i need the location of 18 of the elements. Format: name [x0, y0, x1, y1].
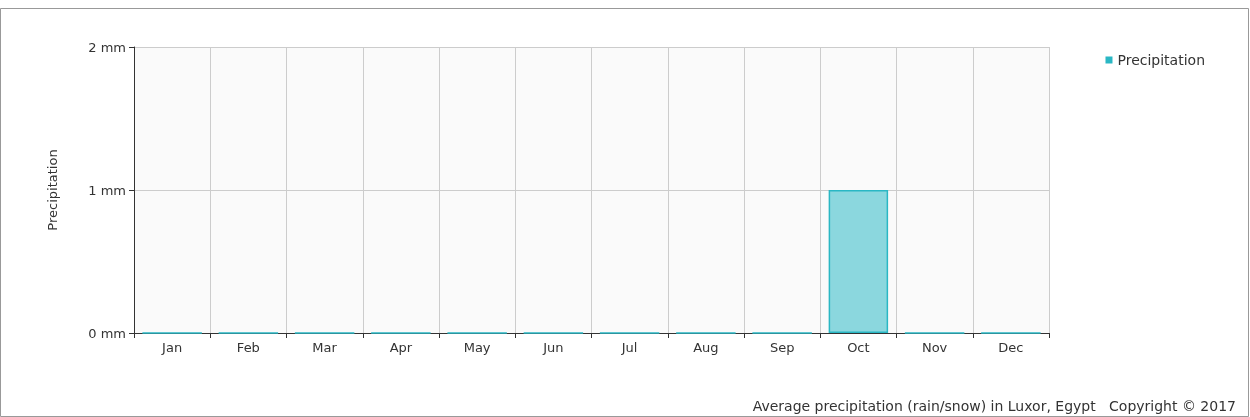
x-tick-label: Jun [542, 340, 564, 355]
x-tick-label: Nov [921, 340, 948, 355]
text: Average precipitation (rain/snow) in Luxor, Egypt Copyright © 2017 [752, 398, 1236, 414]
y-tick-label: 2 mm [88, 39, 126, 55]
x-tick-label: Aug [693, 340, 719, 355]
y-tick-label: 0 mm [88, 325, 126, 341]
x-tick-label: May [463, 340, 491, 355]
legend-label: Precipitation [1117, 52, 1206, 68]
x-tick-label: Dec [998, 340, 1024, 355]
x-tick-label: Oct [847, 340, 870, 355]
y-axis-title: Precipitation [45, 149, 60, 231]
x-tick-label: Jan [161, 340, 183, 355]
x-tick-label: Sep [769, 340, 795, 355]
x-tick-label: Jul [620, 340, 638, 355]
x-tick-label: Feb [236, 340, 260, 355]
x-tick-label: Mar [312, 340, 338, 355]
x-tick-label: Apr [389, 340, 413, 355]
y-tick-label: 1 mm [88, 182, 126, 198]
